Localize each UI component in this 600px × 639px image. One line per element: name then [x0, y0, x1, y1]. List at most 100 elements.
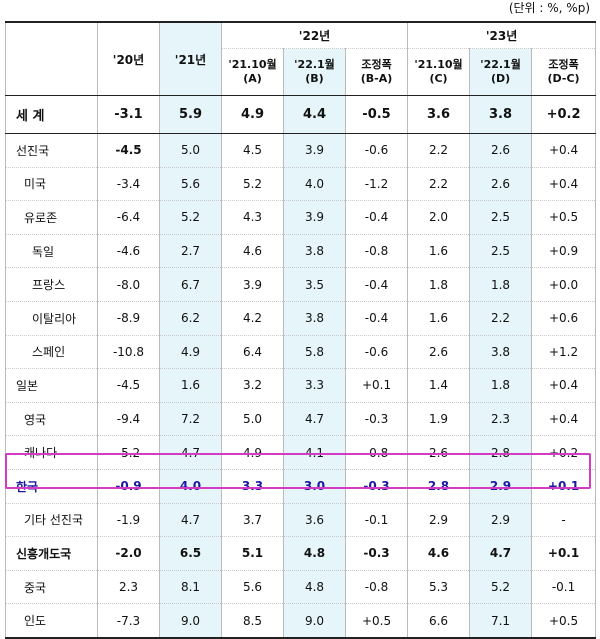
value-cell: 5.9 — [159, 95, 222, 134]
value-cell: 2.7 — [159, 233, 222, 269]
value-cell: -7.3 — [97, 603, 160, 639]
table-row: 영국 -9.4 7.2 5.0 4.7 -0.3 1.9 2.3 +0.4 — [5, 401, 597, 437]
value-cell: 5.2 — [221, 166, 284, 202]
table-row: 유로존 -6.4 5.2 4.3 3.9 -0.4 2.0 2.5 +0.5 — [5, 200, 597, 235]
header-2022: '22년 — [220, 21, 409, 49]
value-cell: +0.2 — [531, 435, 597, 470]
value-cell: -0.1 — [344, 502, 409, 538]
header-2023: '23년 — [407, 21, 597, 49]
value-cell: 3.3 — [221, 468, 284, 504]
value-cell: 4.6 — [221, 233, 284, 269]
value-cell: 1.8 — [407, 267, 471, 302]
value-cell: 1.8 — [469, 368, 533, 403]
value-cell: 4.0 — [159, 468, 222, 504]
value-cell: -0.6 — [344, 334, 409, 370]
value-cell: -0.6 — [344, 133, 409, 168]
value-cell: 5.1 — [221, 536, 284, 571]
value-cell: 3.9 — [221, 267, 284, 302]
value-cell: -0.3 — [344, 468, 409, 504]
value-cell: 4.9 — [159, 334, 222, 370]
unit-note: (단위 : %, %p) — [508, 1, 590, 15]
row-label: 스페인 — [5, 334, 98, 370]
value-cell: 7.1 — [469, 603, 533, 639]
table-row: 프랑스 -8.0 6.7 3.9 3.5 -0.4 1.8 1.8 +0.0 — [5, 267, 597, 302]
value-cell: 5.6 — [221, 569, 284, 605]
value-cell: -0.8 — [344, 233, 409, 269]
table-row: 선진국 -4.5 5.0 4.5 3.9 -0.6 2.2 2.6 +0.4 — [5, 133, 597, 168]
row-label: 한국 — [5, 468, 98, 504]
row-label: 인도 — [5, 603, 98, 639]
value-cell: -0.4 — [344, 200, 409, 235]
value-cell: +0.1 — [531, 536, 597, 571]
row-label: 캐나다 — [5, 435, 98, 470]
header-row-sub: '21.10월 (A) '22.1월 (B) 조정폭 (B-A) '21.10월… — [6, 48, 597, 96]
header-sub-cell: '21.10월 (C) — [407, 48, 471, 96]
table-row: 한국 -0.9 4.0 3.3 3.0 -0.3 2.8 2.9 +0.1 — [5, 468, 597, 504]
value-cell: 4.8 — [283, 569, 346, 605]
table-row: 기타 선진국 -1.9 4.7 3.7 3.6 -0.1 2.9 2.9- — [5, 502, 597, 538]
value-cell: 5.8 — [283, 334, 346, 370]
value-cell: 9.0 — [283, 603, 346, 639]
value-cell: 3.8 — [469, 95, 533, 134]
value-cell: 6.5 — [159, 536, 222, 571]
value-cell: 2.8 — [469, 435, 533, 470]
value-cell: 4.2 — [221, 300, 284, 336]
table-row: 일본 -4.5 1.6 3.2 3.3 +0.1 1.4 1.8 +0.4 — [5, 368, 597, 403]
value-cell: -1.2 — [344, 166, 409, 202]
value-cell: +0.1 — [344, 368, 409, 403]
value-cell: -0.5 — [344, 95, 409, 134]
value-cell: 2.6 — [469, 166, 533, 202]
value-cell: 2.3 — [469, 401, 533, 437]
value-cell: +0.4 — [531, 368, 597, 403]
value-cell: 1.4 — [407, 368, 471, 403]
value-cell: 4.8 — [283, 536, 346, 571]
value-cell: 2.2 — [407, 133, 471, 168]
value-cell: -8.0 — [97, 267, 160, 302]
value-cell: -4.6 — [97, 233, 160, 269]
header-sub-cell: 조정폭 (D-C) — [531, 48, 597, 96]
value-cell: - — [531, 502, 597, 538]
value-cell: -0.4 — [344, 300, 409, 336]
value-cell: 5.6 — [159, 166, 222, 202]
value-cell: 4.1 — [283, 435, 346, 470]
table-row: 중국 2.3 8.1 5.6 4.8 -0.8 5.3 5.2 -0.1 — [5, 569, 597, 605]
value-cell: -0.8 — [344, 435, 409, 470]
value-cell: -0.8 — [344, 569, 409, 605]
value-cell: 3.2 — [221, 368, 284, 403]
header-2020: '20년 — [97, 21, 160, 96]
value-cell: +0.5 — [531, 603, 597, 639]
row-label: 신흥개도국 — [5, 536, 98, 571]
value-cell: 2.9 — [469, 468, 533, 504]
row-label: 독일 — [5, 233, 98, 269]
table-row: 인도 -7.3 9.0 8.5 9.0 +0.5 6.6 7.1 +0.5 — [5, 603, 597, 639]
value-cell: 2.6 — [469, 133, 533, 168]
value-cell: -6.4 — [97, 200, 160, 235]
value-cell: -0.9 — [97, 468, 160, 504]
value-cell: -9.4 — [97, 401, 160, 437]
value-cell: -0.1 — [531, 569, 597, 605]
header-sub-cell: '21.10월 (A) — [221, 48, 284, 96]
value-cell: 4.5 — [221, 133, 284, 168]
value-cell: -5.2 — [97, 435, 160, 470]
row-label: 중국 — [5, 569, 98, 605]
value-cell: 3.7 — [221, 502, 284, 538]
table-row: 캐나다 -5.2 4.7 4.9 4.1 -0.8 2.6 2.8 +0.2 — [5, 435, 597, 470]
value-cell: +0.5 — [531, 200, 597, 235]
value-cell: 4.7 — [283, 401, 346, 437]
value-cell: 1.9 — [407, 401, 471, 437]
row-label: 일본 — [5, 368, 98, 403]
value-cell: -0.4 — [344, 267, 409, 302]
value-cell: -1.9 — [97, 502, 160, 538]
value-cell: 3.9 — [283, 200, 346, 235]
value-cell: 5.0 — [159, 133, 222, 168]
header-row-years: '20년 '21년 '22년 '23년 — [5, 21, 597, 96]
table-row: 미국 -3.4 5.6 5.2 4.0 -1.2 2.2 2.6 +0.4 — [5, 166, 597, 202]
value-cell: +0.4 — [531, 166, 597, 202]
value-cell: 1.6 — [159, 368, 222, 403]
row-label: 선진국 — [5, 133, 98, 168]
value-cell: 2.8 — [407, 468, 471, 504]
value-cell: +0.0 — [531, 267, 597, 302]
table-row: 이탈리아 -8.9 6.2 4.2 3.8 -0.4 1.6 2.2 +0.6 — [5, 300, 597, 336]
header-sub-cell: '22.1월 (D) — [469, 48, 533, 96]
value-cell: 2.5 — [469, 200, 533, 235]
